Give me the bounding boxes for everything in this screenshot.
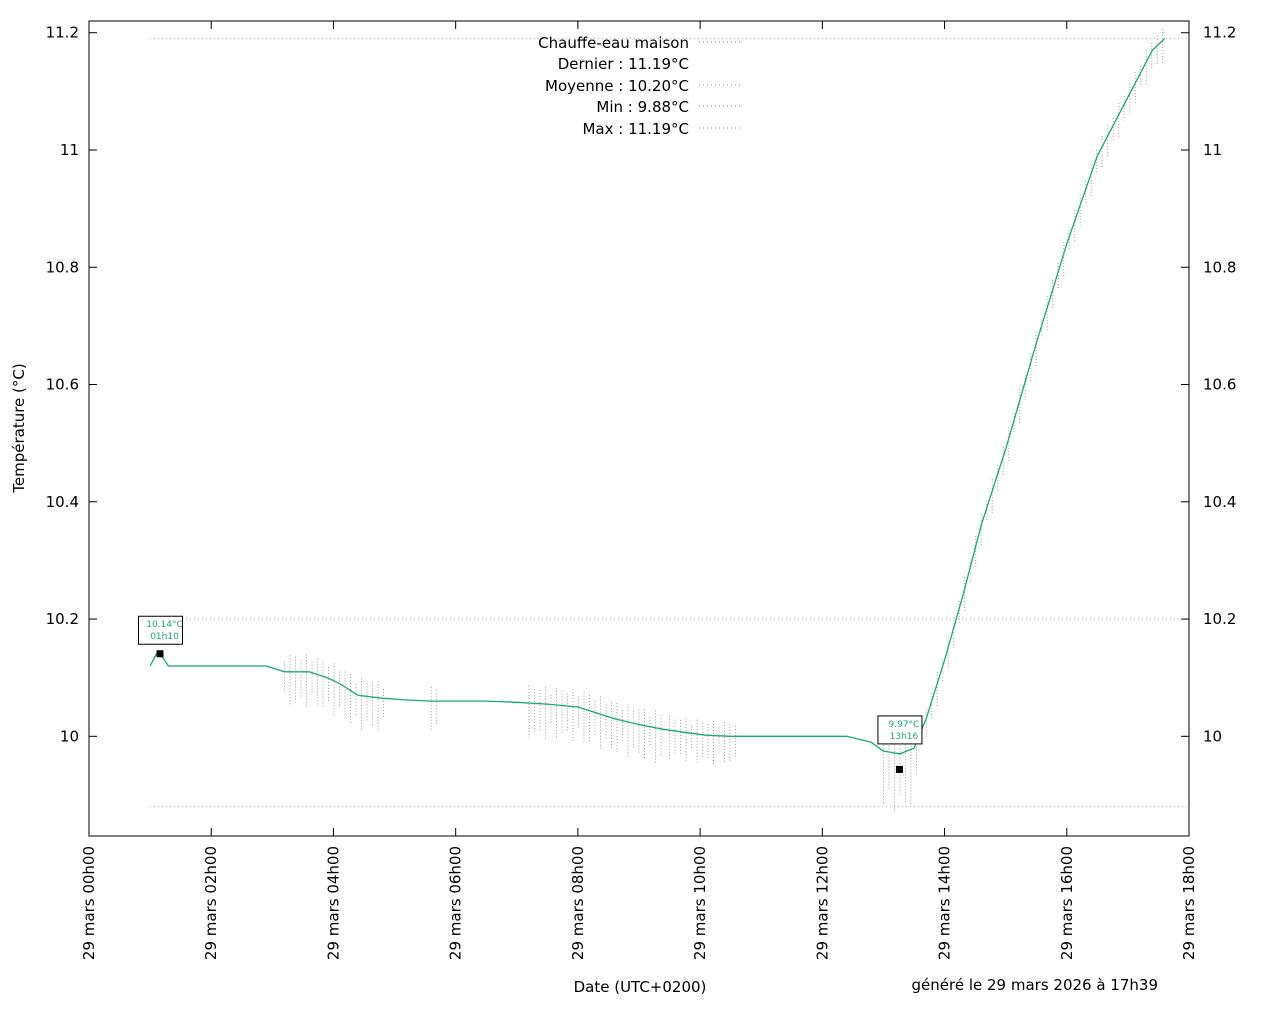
y-tick-label-right: 11	[1203, 141, 1222, 159]
y-tick-label-right: 10	[1203, 727, 1222, 745]
reference-lines	[150, 38, 1188, 808]
legend-last: Dernier : 11.19°C	[558, 55, 689, 73]
x-axis-title: Date (UTC+0200)	[574, 978, 707, 996]
x-tick-label: 29 mars 14h00	[936, 846, 954, 960]
y-tick-label-left: 11	[60, 141, 79, 159]
y-tick-label-left: 10.2	[46, 610, 79, 628]
annotation-box	[877, 715, 923, 745]
annotation-time: 01h10	[150, 632, 179, 642]
y-tick-label-right: 10.6	[1203, 376, 1236, 394]
legend-mean: Moyenne : 10.20°C	[545, 77, 689, 95]
legend: Chauffe-eau maison Dernier : 11.19°C Moy…	[538, 34, 741, 138]
x-tick-label: 29 mars 02h00	[202, 846, 220, 960]
x-tick-label: 29 mars 10h00	[691, 846, 709, 960]
annotation-time: 13h16	[890, 732, 919, 742]
annotation-marker	[156, 650, 164, 658]
x-tick-label: 29 mars 16h00	[1058, 846, 1076, 960]
x-tick-label: 29 mars 04h00	[324, 846, 342, 960]
annotation-value: 9.97°C	[889, 720, 920, 730]
annotation-box	[138, 615, 183, 645]
generated-footer: généré le 29 mars 2026 à 17h39	[912, 976, 1158, 994]
y-tick-label-left: 10.4	[46, 493, 79, 511]
annotations: 10.14°C 01h10 9.97°C 13h16	[138, 615, 923, 773]
y-tick-label-left: 10	[60, 727, 79, 745]
annotation-marker	[895, 765, 903, 773]
annotation-value: 10.14°C	[146, 620, 183, 630]
legend-title: Chauffe-eau maison	[538, 34, 689, 52]
y-tick-label-right: 10.8	[1203, 258, 1236, 276]
x-tick-label: 29 mars 12h00	[813, 846, 831, 960]
y-tick-label-right: 10.2	[1203, 610, 1236, 628]
x-tick-label: 29 mars 08h00	[569, 846, 587, 960]
legend-max: Max : 11.19°C	[582, 120, 689, 138]
y-tick-label-left: 10.8	[46, 258, 79, 276]
x-tick-label: 29 mars 06h00	[447, 846, 465, 960]
y-tick-label-right: 10.4	[1203, 493, 1236, 511]
y-axis-title: Température (°C)	[10, 363, 28, 493]
series-line	[149, 38, 1166, 755]
axis-ticks: 10 10 10.2 10.2 10.4 10.4 10.6 10.6 10.8 10.8 11 11…	[46, 21, 1236, 960]
x-tick-label: 29 mars 00h00	[80, 846, 98, 960]
x-tick-label: 29 mars 18h00	[1180, 846, 1198, 960]
plot-area	[88, 20, 1190, 837]
y-tick-label-left: 10.6	[46, 376, 79, 394]
measurement-noise	[284, 29, 1164, 812]
y-tick-label-left: 11.2	[46, 24, 79, 42]
y-tick-label-right: 11.2	[1203, 24, 1236, 42]
legend-min: Min : 9.88°C	[596, 98, 689, 116]
